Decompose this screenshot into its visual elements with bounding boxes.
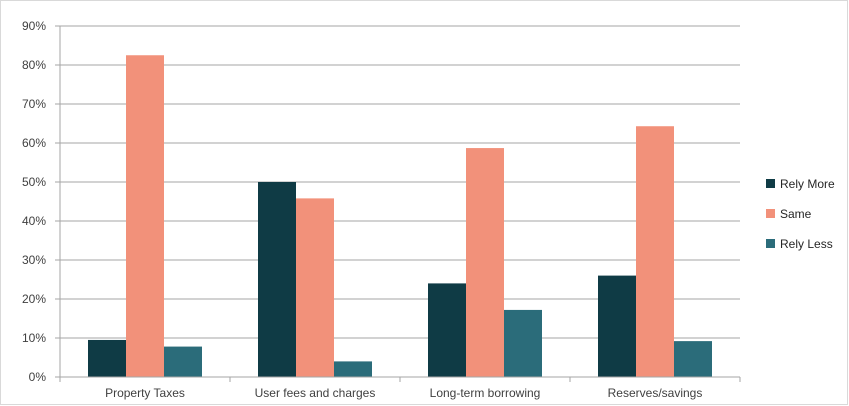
legend-label: Rely More bbox=[780, 177, 835, 191]
bar-rely-more bbox=[88, 339, 126, 377]
category-label: Property Taxes bbox=[105, 386, 185, 400]
y-tick-label: 90% bbox=[22, 19, 46, 33]
bar-rely-less bbox=[504, 309, 542, 377]
y-tick-label: 20% bbox=[22, 292, 46, 306]
bars bbox=[88, 55, 712, 377]
y-tick-label: 50% bbox=[22, 175, 46, 189]
bar-same bbox=[296, 198, 334, 377]
bar-rely-less bbox=[164, 346, 202, 377]
legend-label: Same bbox=[780, 207, 812, 221]
legend-swatch bbox=[766, 209, 775, 218]
x-axis bbox=[59, 376, 741, 382]
bar-same bbox=[636, 126, 674, 377]
bar-rely-more bbox=[258, 182, 296, 377]
y-tick-label: 40% bbox=[22, 214, 46, 228]
category-label: Long-term borrowing bbox=[430, 386, 541, 400]
legend-label: Rely Less bbox=[780, 237, 833, 251]
category-label: Reserves/savings bbox=[608, 386, 703, 400]
y-tick-label: 0% bbox=[29, 370, 47, 384]
bar-rely-more bbox=[598, 275, 636, 377]
category-labels: Property Taxes User fees and charges Long-… bbox=[105, 386, 702, 400]
legend: Rely More Same Rely Less bbox=[766, 177, 835, 251]
bar-same bbox=[466, 148, 504, 377]
bar-rely-more bbox=[428, 283, 466, 377]
y-tick-label: 70% bbox=[22, 97, 46, 111]
y-axis-ticks: 0% 10% 20% 30% 40% 50% 60% 70% 80% 90% bbox=[22, 19, 61, 384]
y-tick-label: 80% bbox=[22, 58, 46, 72]
y-tick-label: 30% bbox=[22, 253, 46, 267]
y-tick-label: 10% bbox=[22, 331, 46, 345]
legend-swatch bbox=[766, 239, 775, 248]
y-tick-label: 60% bbox=[22, 136, 46, 150]
legend-swatch bbox=[766, 179, 775, 188]
bar-rely-less bbox=[334, 361, 372, 377]
category-label: User fees and charges bbox=[255, 386, 376, 400]
bar-same bbox=[126, 55, 164, 377]
bar-rely-less bbox=[674, 341, 712, 377]
